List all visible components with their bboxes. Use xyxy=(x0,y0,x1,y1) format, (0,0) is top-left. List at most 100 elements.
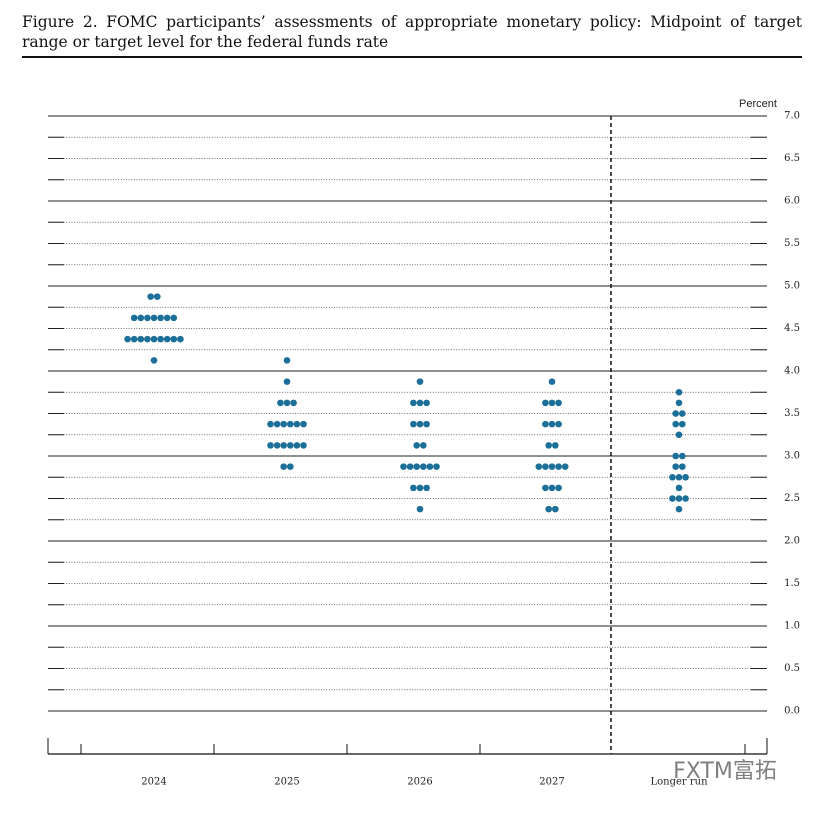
dot xyxy=(283,399,291,407)
dot xyxy=(273,420,281,428)
dot xyxy=(420,463,427,470)
dot xyxy=(679,410,686,417)
dot xyxy=(433,463,440,470)
x-tick-label: 2025 xyxy=(274,777,299,788)
dot xyxy=(555,399,562,407)
dot xyxy=(130,335,138,343)
dot xyxy=(287,420,294,428)
dot xyxy=(675,388,683,396)
dot xyxy=(561,463,569,470)
dot xyxy=(177,335,184,343)
y-tick-label: 3.5 xyxy=(784,408,800,419)
dot xyxy=(283,378,291,385)
dot xyxy=(124,335,131,343)
y-tick-label: 5.5 xyxy=(784,238,800,249)
y-tick-label: 6.5 xyxy=(784,153,800,164)
dot xyxy=(273,442,281,449)
dot xyxy=(410,484,417,492)
y-tick-label: 4.5 xyxy=(784,323,800,334)
dot xyxy=(267,420,274,428)
dot xyxy=(157,314,164,322)
dot xyxy=(675,484,683,492)
dot xyxy=(144,335,151,343)
dot xyxy=(682,495,689,502)
dot xyxy=(672,410,679,417)
dot xyxy=(400,463,407,470)
dot xyxy=(675,473,683,481)
dot xyxy=(552,442,559,449)
dot xyxy=(280,420,288,428)
x-tick-label: 2026 xyxy=(407,777,432,788)
dot xyxy=(672,420,679,428)
dot xyxy=(548,399,556,407)
dot xyxy=(555,463,562,470)
x-tick-label: Longer run xyxy=(650,777,708,788)
y-tick-label: 1.5 xyxy=(784,578,800,589)
dot xyxy=(150,314,158,322)
dot xyxy=(150,335,158,343)
y-tick-label: 0.5 xyxy=(784,663,800,674)
dot xyxy=(548,484,556,492)
dot xyxy=(423,484,430,492)
dot xyxy=(426,463,434,470)
watermark: FXTM富拓 xyxy=(673,759,777,784)
dot xyxy=(555,484,562,492)
dot xyxy=(157,335,164,343)
dot xyxy=(300,442,307,449)
x-tick-label: 2024 xyxy=(141,777,166,788)
dot xyxy=(542,420,549,428)
dot xyxy=(130,314,138,322)
dot xyxy=(542,463,549,470)
dot xyxy=(154,293,161,300)
dot xyxy=(542,484,549,492)
dot xyxy=(410,399,417,407)
dot xyxy=(675,431,683,439)
dot xyxy=(679,463,686,470)
dot xyxy=(277,399,284,407)
dot xyxy=(416,399,424,407)
dot xyxy=(552,505,559,513)
y-tick-label: 1.0 xyxy=(784,621,800,632)
dot xyxy=(669,495,676,502)
dot xyxy=(163,335,171,343)
dot xyxy=(406,463,414,470)
y-tick-label: 7.0 xyxy=(784,111,800,122)
dot xyxy=(416,378,424,385)
dot xyxy=(675,505,683,513)
dot xyxy=(300,420,307,428)
dot xyxy=(280,442,288,449)
dot xyxy=(290,399,297,407)
y-tick-label: 6.0 xyxy=(784,196,800,207)
dot xyxy=(682,473,689,481)
dot xyxy=(420,442,427,449)
dot xyxy=(416,484,424,492)
y-tick-label: 2.0 xyxy=(784,536,800,547)
dot xyxy=(413,463,421,470)
dot xyxy=(542,399,549,407)
dot xyxy=(287,442,294,449)
dot xyxy=(548,463,556,470)
dot xyxy=(545,442,552,449)
title-rule xyxy=(22,56,802,58)
y-tick-label: 3.0 xyxy=(784,451,800,462)
dot xyxy=(137,314,145,322)
dot xyxy=(267,442,274,449)
dot xyxy=(280,463,288,470)
dot xyxy=(163,314,171,322)
dot xyxy=(410,420,417,428)
dot xyxy=(535,463,543,470)
dot xyxy=(555,420,562,428)
dot xyxy=(545,505,552,513)
dot xyxy=(416,505,424,513)
dot xyxy=(137,335,145,343)
dot xyxy=(679,452,686,460)
dot xyxy=(293,420,301,428)
chart-title: Figure 2. FOMC participants’ assessments… xyxy=(22,13,802,51)
dot xyxy=(669,473,676,481)
y-tick-label: 5.0 xyxy=(784,281,800,292)
dot xyxy=(150,357,158,364)
y-axis-label: Percent xyxy=(739,98,777,110)
dot xyxy=(423,420,430,428)
